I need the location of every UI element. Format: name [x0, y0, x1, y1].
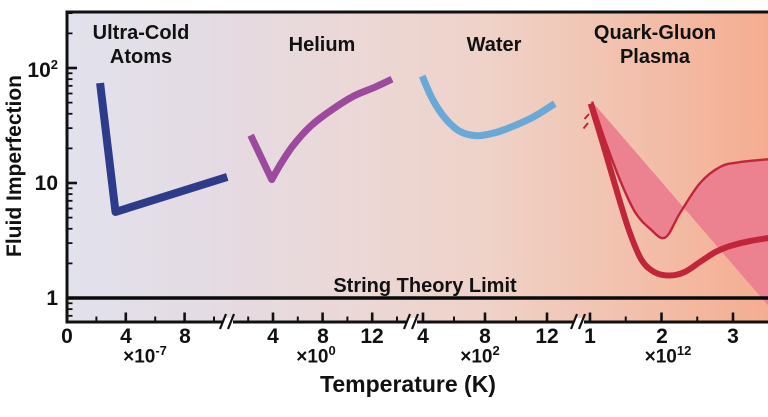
region-label-helium: Helium	[289, 33, 356, 57]
region-label-line: Water	[466, 34, 522, 56]
x-tick-label: 0	[61, 325, 73, 348]
region-label-line: Quark-Gluon	[593, 22, 717, 44]
region-label-line: Ultra-Cold	[92, 22, 190, 44]
plot-border-top-left	[65, 10, 768, 322]
x-tick-label: 3	[727, 325, 739, 348]
axis-break-gap	[574, 318, 584, 326]
axis-break-gap	[223, 318, 233, 326]
x-tick-label: 4	[417, 325, 429, 348]
x-tick-label: 4	[267, 325, 279, 348]
y-axis-title: Fluid Imperfection	[3, 74, 26, 258]
helium-curve	[247, 75, 394, 184]
ultra-cold-atoms-curve	[96, 82, 229, 216]
region-label-line: Plasma	[619, 46, 691, 68]
qgp-central-curve	[587, 102, 768, 279]
x-tick-label: 8	[479, 325, 491, 348]
x-tick-label: 12	[360, 325, 384, 348]
water-curve	[418, 74, 557, 140]
y-tick-label: 10	[34, 172, 58, 195]
x-tick-label: 8	[179, 325, 191, 348]
y-tick-label: 102	[27, 57, 58, 82]
region-label-quark-gluon-plasma: Quark-Gluon Plasma	[594, 21, 716, 69]
y-tick-label: 1	[46, 287, 58, 310]
x-multiplier-label: ×10-7	[123, 343, 167, 368]
qgp-band-notches	[582, 113, 590, 130]
x-tick-label: 8	[317, 325, 329, 348]
x-tick-label: 12	[535, 325, 559, 348]
axis-break-slashes	[569, 313, 587, 330]
reference-line-label: String Theory Limit	[333, 275, 517, 297]
axis-break-slashes	[218, 313, 236, 330]
x-multiplier-label: ×102	[460, 343, 500, 368]
axis-break-gap	[407, 318, 417, 326]
x-tick-label: 1	[584, 325, 596, 348]
region-label-line: Atoms	[109, 46, 173, 68]
axis-break-slashes	[402, 313, 420, 330]
x-axis-title: Temperature (K)	[320, 371, 496, 397]
x-tick-label: 2	[656, 325, 668, 348]
qgp-uncertainty-band	[590, 101, 768, 306]
x-multiplier-label: ×100	[296, 343, 336, 368]
region-label-ultra-cold-atoms: Ultra-Cold Atoms	[93, 21, 190, 69]
region-label-water: Water	[467, 33, 522, 57]
region-label-line: Helium	[288, 34, 356, 56]
x-multiplier-label: ×1012	[644, 343, 692, 368]
x-tick-label: 4	[120, 325, 132, 348]
